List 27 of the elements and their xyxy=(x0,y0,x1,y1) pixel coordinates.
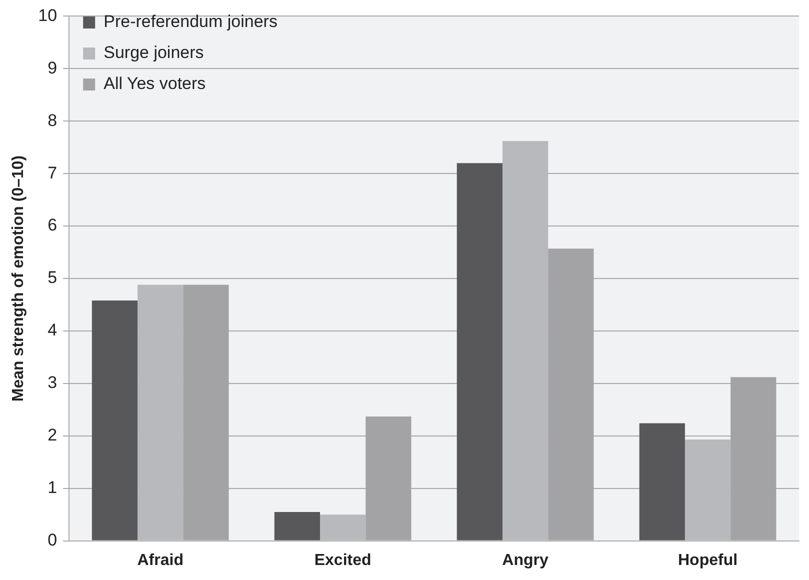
bar xyxy=(684,440,731,540)
bar xyxy=(138,284,184,540)
x-tick-label: Angry xyxy=(502,552,548,569)
bar xyxy=(92,300,138,540)
y-tick-label: 7 xyxy=(48,163,58,182)
y-axis-title: Mean strength of emotion (0–10) xyxy=(10,155,28,402)
legend-label: All Yes voters xyxy=(104,74,206,94)
bar xyxy=(456,163,502,540)
bar xyxy=(320,514,366,540)
bar xyxy=(274,512,320,540)
y-tick-label: 3 xyxy=(48,373,58,392)
y-tick-label: 10 xyxy=(38,6,58,25)
y-tick-label: 0 xyxy=(48,530,58,550)
bar xyxy=(502,141,548,540)
legend-label: Pre-referendum joiners xyxy=(104,12,278,32)
y-tick-label: 4 xyxy=(48,320,58,340)
x-tick-label: Excited xyxy=(314,552,372,569)
y-tick-label: 6 xyxy=(48,216,58,235)
y-tick-label: 2 xyxy=(48,426,58,445)
bar xyxy=(639,423,685,540)
x-tick-label: Afraid xyxy=(137,552,184,569)
y-tick-label: 1 xyxy=(48,478,58,498)
y-tick-label: 5 xyxy=(48,268,58,288)
legend-label: Surge joiners xyxy=(104,43,204,62)
y-tick-label: 9 xyxy=(48,58,58,78)
y-tick-label: 8 xyxy=(48,110,58,130)
x-tick-label: Hopeful xyxy=(678,552,738,569)
